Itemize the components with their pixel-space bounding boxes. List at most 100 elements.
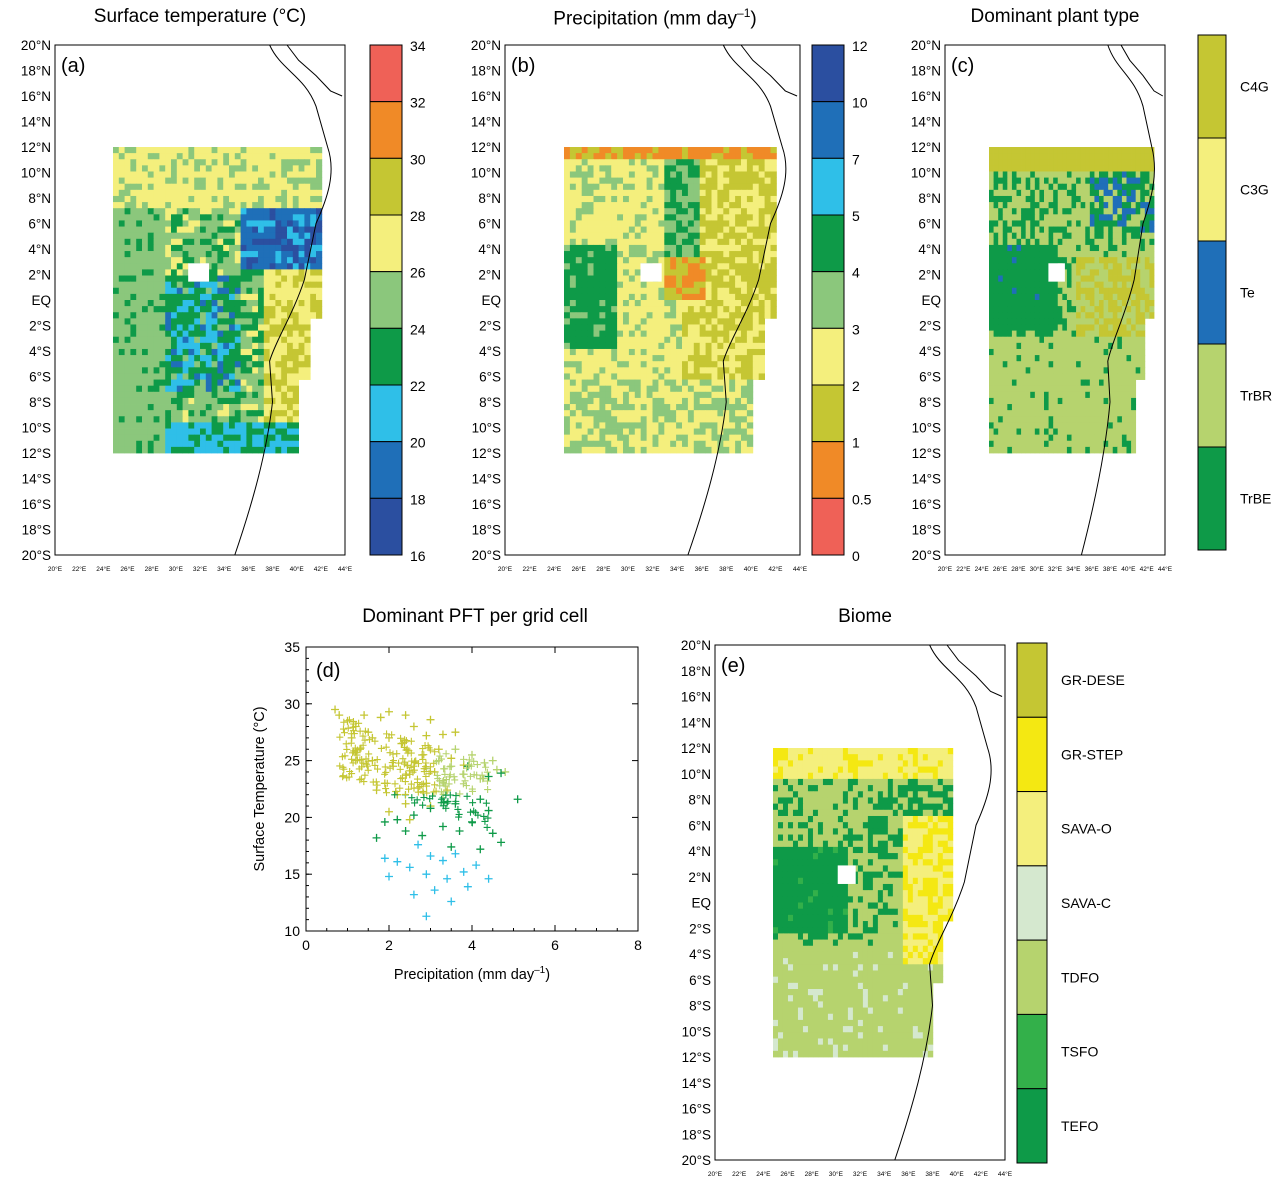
lat-label: 10°S xyxy=(22,421,51,436)
scatter-point xyxy=(339,725,347,733)
map-panel-a: 20°N 18°N 16°N 14°N 12°N 10°N 8°N 6°N 4°N 2°N EQ 2°… xyxy=(21,38,353,573)
lon-label: 28°E xyxy=(145,565,160,573)
panel-b-title: Precipitation (mm day–1) xyxy=(553,6,757,30)
lat-label: 4°N xyxy=(478,242,501,257)
map-field-c xyxy=(989,147,1155,454)
scatter-point xyxy=(369,778,377,786)
scatter-point xyxy=(405,767,413,775)
colorbar-label: TEFO xyxy=(1061,1118,1098,1134)
scatter-point xyxy=(371,737,379,745)
scatter-point xyxy=(440,798,448,806)
coastline xyxy=(1080,44,1155,556)
scatter-point xyxy=(422,912,431,921)
scatter-point xyxy=(385,872,393,881)
y-tick-label: 25 xyxy=(284,753,300,769)
scatter-point xyxy=(408,757,416,765)
lon-label: 20°E xyxy=(48,565,63,573)
scatter-point xyxy=(459,780,467,788)
scatter-point xyxy=(451,745,460,754)
colorbar-label: TrBR xyxy=(1240,388,1272,404)
lon-label: 22°E xyxy=(732,1170,747,1178)
lat-label: 10°N xyxy=(681,767,711,782)
scatter-point xyxy=(463,882,472,891)
lon-label: 28°E xyxy=(1011,565,1026,573)
colorbar-segment xyxy=(369,271,403,329)
lon-label: 40°E xyxy=(1121,565,1136,573)
scatter-point xyxy=(435,777,443,785)
scatter-point xyxy=(397,775,405,783)
lon-label: 26°E xyxy=(780,1170,795,1178)
scatter-point xyxy=(414,788,422,796)
scatter-point xyxy=(466,772,474,780)
colorbar-segment xyxy=(369,497,403,556)
scatter-point xyxy=(376,713,385,722)
lat-label: 16°S xyxy=(472,497,501,512)
lake-victoria xyxy=(1048,263,1065,282)
lat-label: EQ xyxy=(31,293,51,308)
lon-label: 32°E xyxy=(1048,565,1063,573)
lat-label: 14°S xyxy=(22,472,51,487)
scatter-point xyxy=(418,831,427,840)
scatter-point xyxy=(438,822,447,831)
scatter-point xyxy=(484,806,493,815)
map-frame-c xyxy=(944,44,1166,556)
colorbar-tick-label: 1 xyxy=(852,435,860,451)
colorbar-segment xyxy=(811,214,845,273)
lat-label: 12°S xyxy=(472,446,501,461)
scatter-point xyxy=(382,785,390,793)
scatter-point xyxy=(488,829,497,838)
scatter-point xyxy=(423,782,431,790)
scatter-point xyxy=(416,783,424,791)
lat-label: 6°S xyxy=(479,370,501,385)
scatter-point xyxy=(476,845,485,854)
lake-victoria xyxy=(188,263,210,282)
lat-label: 8°S xyxy=(919,395,941,410)
colorbar-segment xyxy=(811,384,845,443)
scatter-point xyxy=(331,705,340,714)
lon-label: 22°E xyxy=(956,565,971,573)
colorbar-segment xyxy=(1016,791,1048,867)
scatter-point xyxy=(405,863,414,872)
scatter-point xyxy=(483,768,491,776)
lon-label: 32°E xyxy=(645,565,660,573)
map-frame-a xyxy=(54,44,346,556)
lat-label: 16°S xyxy=(22,497,51,512)
scatter-point xyxy=(340,718,348,726)
scatter-point xyxy=(348,755,356,763)
scatter-point xyxy=(482,799,490,807)
lat-label: 10°N xyxy=(21,166,51,181)
colorbar-label: C4G xyxy=(1240,79,1269,95)
x-tick-label: 0 xyxy=(302,937,310,953)
panel-a-title: Surface temperature (°C) xyxy=(93,6,307,27)
lon-label: 34°E xyxy=(670,565,685,573)
scatter-point xyxy=(470,807,478,815)
scatter-point xyxy=(419,745,427,753)
colorbar-segment xyxy=(811,497,845,556)
lat-label: 20°S xyxy=(22,548,51,563)
map-panel-e: 20°N 18°N 16°N 14°N 12°N 10°N 8°N 6°N 4°N 2°N EQ 2°… xyxy=(681,638,1013,1178)
colorbar-tick-label: 0 xyxy=(852,548,860,564)
scatter-panel-d: 0 2 4 6 8 10 15 20 25 30 35 Precipitation (mm day–1… xyxy=(252,639,642,983)
scatter-point xyxy=(398,774,406,782)
colorbar-segment xyxy=(1016,716,1048,793)
scatter-point xyxy=(447,754,456,763)
lat-label: 6°N xyxy=(28,217,51,232)
scatter-point xyxy=(442,750,450,758)
scatter-point xyxy=(437,788,445,796)
scatter-point xyxy=(442,791,450,799)
lon-label: 42°E xyxy=(974,1170,989,1178)
lat-label: 10°N xyxy=(911,166,941,181)
scatter-point xyxy=(468,750,476,759)
lon-label: 34°E xyxy=(1066,565,1081,573)
scatter-point xyxy=(440,780,448,788)
colorbar-label: TSFO xyxy=(1061,1044,1098,1060)
lat-label: 8°S xyxy=(689,999,711,1014)
lon-label: 38°E xyxy=(1103,565,1118,573)
scatter-point xyxy=(480,812,488,820)
scatter-point xyxy=(359,759,367,767)
colorbar-segment xyxy=(811,271,845,329)
scatter-point xyxy=(426,852,435,861)
scatter-point xyxy=(422,731,431,740)
scatter-point xyxy=(459,867,468,876)
scatter-point xyxy=(447,762,456,771)
